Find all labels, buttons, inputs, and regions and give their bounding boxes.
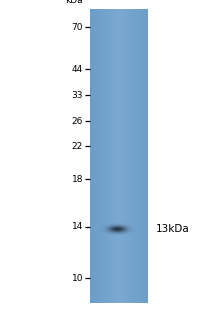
Text: 70: 70: [71, 23, 83, 32]
Text: 26: 26: [71, 117, 83, 126]
Text: 22: 22: [71, 142, 83, 151]
Text: kDa: kDa: [65, 0, 83, 5]
Text: 44: 44: [71, 65, 83, 74]
Text: 18: 18: [71, 175, 83, 183]
Text: 33: 33: [71, 91, 83, 100]
Text: 13kDa: 13kDa: [155, 224, 189, 234]
Text: 14: 14: [71, 222, 83, 231]
Text: 10: 10: [71, 274, 83, 283]
